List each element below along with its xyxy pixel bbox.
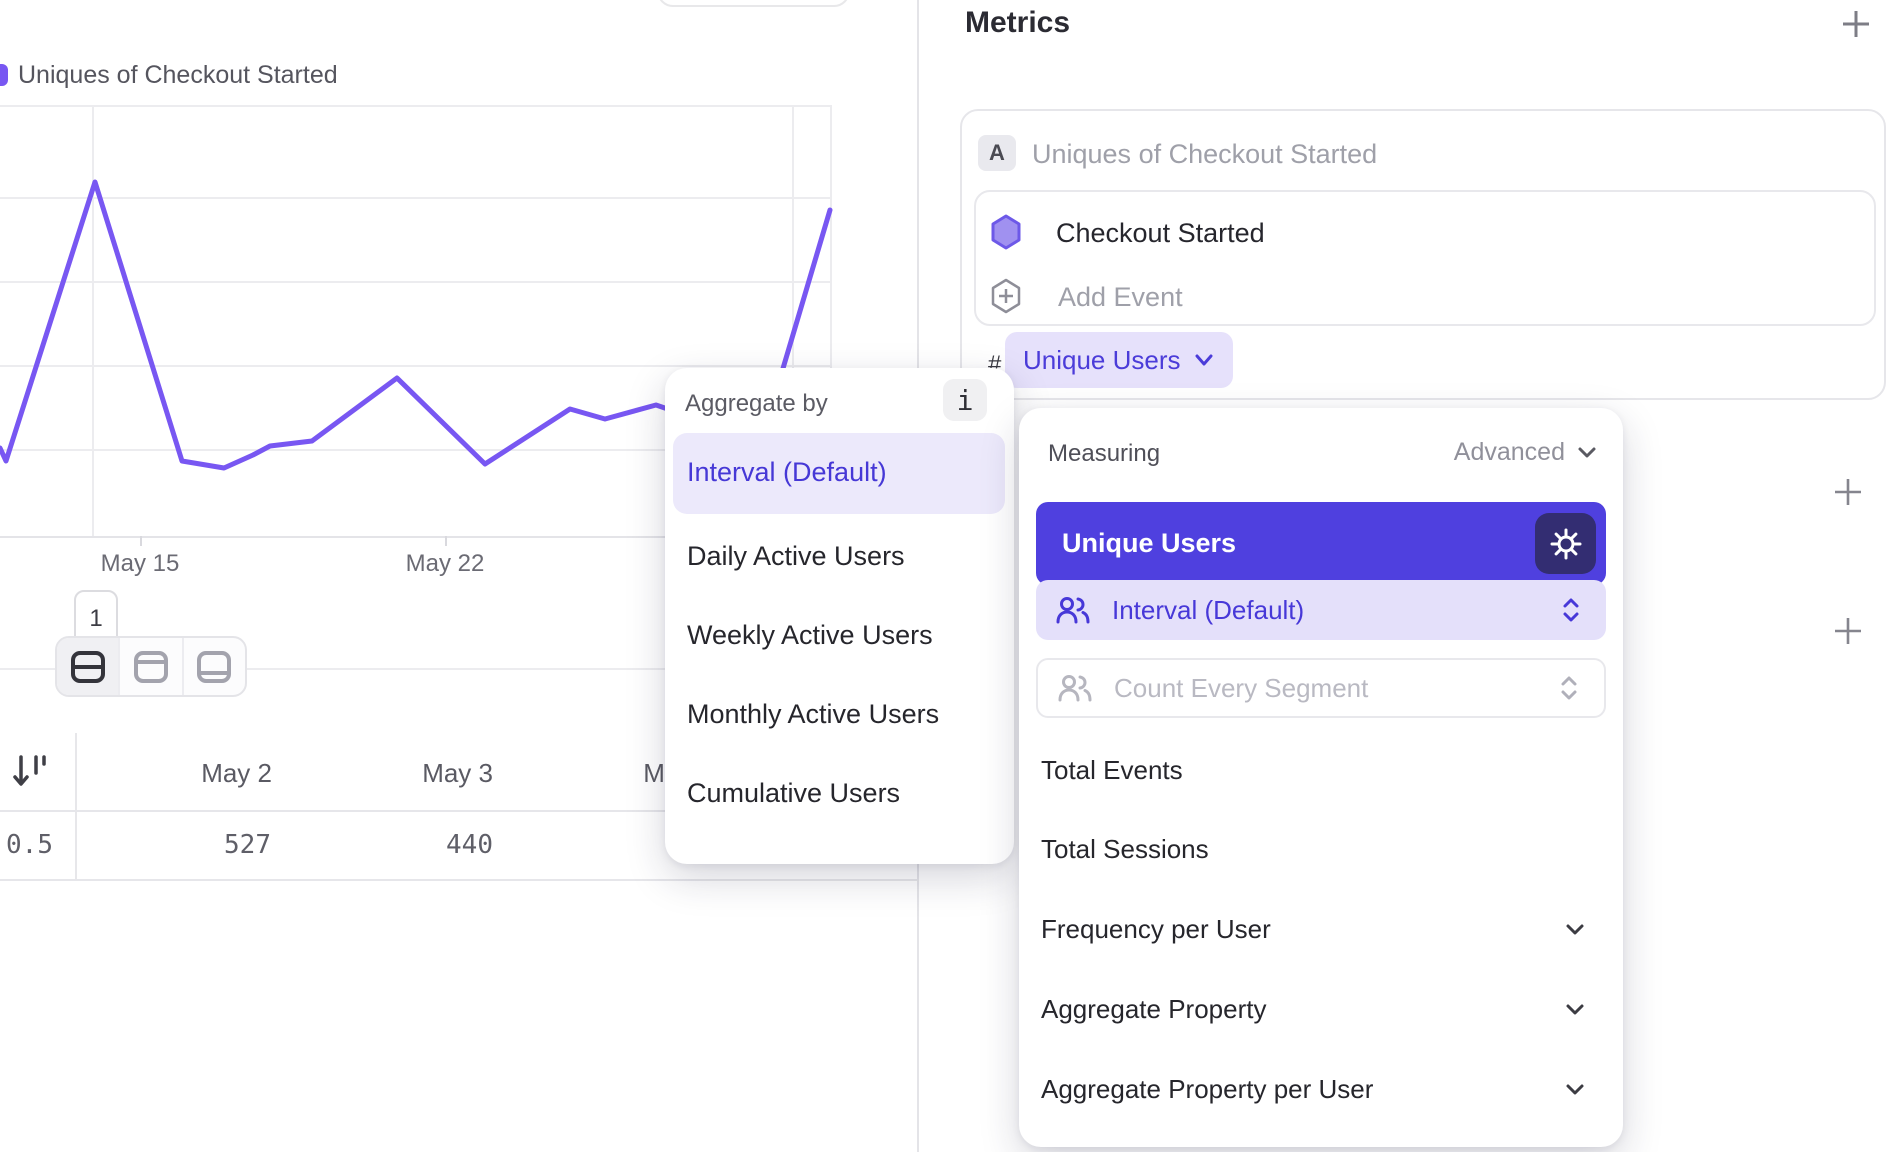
legend-swatch [0, 64, 8, 86]
advanced-label: Advanced [1453, 438, 1565, 466]
measuring-title: Measuring [1048, 440, 1161, 467]
add-filter-icon[interactable] [1831, 475, 1865, 509]
chevron-updown-icon [1563, 598, 1579, 622]
table-row-border [0, 879, 917, 881]
x-axis-label: May 15 [100, 550, 180, 577]
legend-label: Uniques of Checkout Started [18, 61, 338, 89]
advanced-toggle[interactable]: Advanced [1454, 438, 1597, 467]
chart-right-border [830, 105, 832, 536]
measuring-option[interactable]: Total Sessions [1041, 834, 1209, 864]
aggregate-option[interactable]: Monthly Active Users [687, 699, 940, 729]
measurement-chip-label: Unique Users [1023, 344, 1181, 375]
x-axis-line [0, 536, 830, 538]
metric-name-input[interactable]: Uniques of Checkout Started [1032, 139, 1378, 169]
info-icon[interactable]: i [943, 379, 987, 421]
gridline-h [0, 197, 830, 199]
interval-row[interactable]: Interval (Default) [1036, 580, 1606, 640]
measure-settings-button[interactable] [1535, 513, 1596, 574]
add-event-label[interactable]: Add Event [1058, 282, 1183, 312]
page-number: 1 [89, 605, 103, 632]
gridline-h [0, 281, 830, 283]
table-header-border [0, 810, 917, 812]
measurement-chip[interactable]: Unique Users [1005, 332, 1233, 388]
split-view-icon [70, 650, 105, 683]
chevron-down-icon [1195, 354, 1213, 366]
unique-users-label: Unique Users [1062, 528, 1237, 558]
measuring-option[interactable]: Total Events [1041, 755, 1183, 785]
x-axis-tick [140, 536, 142, 546]
gridline-v [92, 105, 94, 536]
aggregate-option-selected[interactable]: Interval (Default) [673, 433, 1005, 514]
bottom-bar-view-icon [197, 650, 232, 683]
users-icon [1058, 675, 1092, 702]
event-card: Checkout Started Add Event [974, 190, 1876, 326]
view-split-button[interactable] [57, 638, 121, 695]
table-header-cell[interactable]: May 3 [422, 758, 493, 788]
metrics-panel-title: Metrics [965, 6, 1071, 39]
count-segment-label: Count Every Segment [1114, 672, 1369, 703]
table-cell: 440 [446, 830, 493, 860]
users-icon [1056, 597, 1090, 624]
metric-card: A Uniques of Checkout Started Checkout S… [960, 109, 1886, 400]
view-chart-only-button[interactable] [120, 638, 184, 695]
measuring-option-expandable[interactable]: Aggregate Property per User [1041, 1074, 1374, 1104]
info-glyph: i [956, 383, 974, 417]
gear-icon [1550, 528, 1581, 559]
x-axis-label: May 22 [405, 550, 485, 577]
add-event-icon[interactable] [990, 278, 1022, 314]
event-hexagon-icon [991, 214, 1021, 250]
chevron-down-icon [1578, 447, 1596, 458]
table-cell: 527 [224, 830, 271, 860]
aggregate-option[interactable]: Daily Active Users [687, 541, 905, 571]
table-column-divider [75, 733, 77, 879]
add-metric-icon[interactable] [1839, 7, 1873, 41]
view-toggle-group [55, 636, 247, 697]
x-axis-tick [445, 536, 447, 546]
aggregate-by-popup: Aggregate by i Interval (Default) Daily … [665, 368, 1014, 864]
measuring-popup: Measuring Advanced Unique Users [1019, 408, 1623, 1147]
section-divider [0, 668, 917, 670]
top-partial-button[interactable] [657, 0, 850, 7]
chevron-down-icon[interactable] [1565, 1083, 1585, 1096]
gridline-h [0, 449, 830, 451]
top-bar-view-icon [133, 650, 168, 683]
chevron-down-icon[interactable] [1565, 1003, 1585, 1016]
chevron-down-icon[interactable] [1565, 923, 1585, 936]
interval-row-label: Interval (Default) [1112, 594, 1305, 625]
gridline-h [0, 365, 830, 367]
measuring-option-expandable[interactable]: Aggregate Property [1041, 994, 1267, 1024]
count-segment-row[interactable]: Count Every Segment [1036, 658, 1606, 718]
aggregate-option[interactable]: Weekly Active Users [687, 620, 933, 650]
sort-descending-icon[interactable] [13, 753, 47, 791]
chevron-updown-icon [1561, 676, 1577, 700]
gridline-v [792, 105, 794, 536]
aggregate-popup-title: Aggregate by [685, 390, 828, 417]
table-header-cell[interactable]: May 2 [201, 758, 272, 788]
view-table-only-button[interactable] [184, 638, 245, 695]
unique-users-button[interactable]: Unique Users [1036, 502, 1606, 585]
aggregate-option-label: Interval (Default) [687, 457, 887, 487]
table-row-label-partial: 0.5 [6, 830, 53, 860]
add-breakdown-icon[interactable] [1831, 614, 1865, 648]
metric-letter-badge: A [978, 135, 1016, 171]
chart-top-border [0, 105, 830, 107]
aggregate-option[interactable]: Cumulative Users [687, 778, 901, 808]
measuring-option-expandable[interactable]: Frequency per User [1041, 914, 1271, 944]
event-name[interactable]: Checkout Started [1056, 218, 1265, 248]
